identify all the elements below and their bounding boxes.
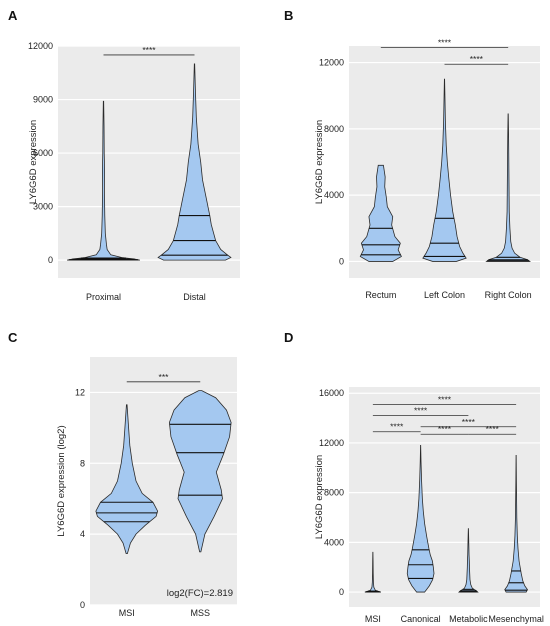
y-tick-label: 16000: [319, 388, 344, 398]
violin-left-colon: [422, 78, 467, 262]
y-tick-label: 9000: [33, 95, 53, 105]
y-tick-label: 0: [48, 255, 53, 265]
panel-C: C 0 4 8 12 LY6G6D expression (log2) MSI MSS *** l…: [8, 330, 237, 618]
x-tick-label: Distal: [183, 292, 206, 302]
significance-label: ****: [438, 424, 452, 434]
x-tick-label: Rectum: [365, 290, 396, 300]
y-axis-label: LY6G6D expression: [314, 455, 325, 539]
significance-label: ****: [142, 45, 156, 55]
x-tick-label: Proximal: [86, 292, 121, 302]
x-tick-label: Metabolic: [449, 614, 488, 624]
x-tick-label: Canonical: [401, 614, 441, 624]
significance-label: ****: [390, 422, 404, 432]
x-tick-label: MSI: [365, 614, 381, 624]
y-tick-label: 12000: [319, 438, 344, 448]
x-tick-label: Left Colon: [424, 290, 465, 300]
violin-mss: [168, 390, 232, 553]
y-tick-label: 4000: [324, 537, 344, 547]
y-tick-label: 12: [75, 387, 85, 397]
y-axis-label: LY6G6D expression: [28, 120, 39, 204]
violin-right-colon: [485, 113, 531, 262]
y-tick-label: 8000: [324, 124, 344, 134]
x-tick-label: Right Colon: [485, 290, 532, 300]
violin-rectum: [359, 164, 402, 262]
significance-label: ****: [462, 417, 476, 427]
panel-D: D 0 4000 8000 12000 16000 LY6G6D expression MSI…: [284, 330, 544, 624]
panel-A: A 0 3000 6000 9000 12000 LY6G6D expression Prox…: [8, 8, 240, 302]
y-axis-label: LY6G6D expression (log2): [56, 425, 67, 536]
y-tick-label: 12000: [28, 41, 53, 51]
panel-B: B 0 4000 8000 12000 LY6G6D expression Rectum Le…: [284, 8, 540, 300]
y-tick-label: 6000: [33, 148, 53, 158]
y-tick-label: 0: [339, 256, 344, 266]
significance-label: ****: [414, 406, 428, 416]
y-tick-label: 4: [80, 529, 85, 539]
panel-letter: B: [284, 8, 293, 23]
significance-label: ****: [438, 38, 452, 48]
significance-label: ***: [159, 372, 170, 382]
violin-canonical: [406, 445, 435, 593]
y-tick-label: 0: [80, 600, 85, 610]
panel-letter: A: [8, 8, 18, 23]
y-tick-label: 12000: [319, 58, 344, 68]
plot-background: [349, 387, 540, 607]
fold-change-annotation: log2(FC)=2.819: [167, 588, 233, 599]
violin-mesenchymal: [504, 454, 528, 593]
panel-letter: C: [8, 330, 18, 345]
violin-msi: [95, 404, 159, 555]
significance-label: ****: [438, 394, 452, 404]
violin-metabolic: [458, 528, 479, 593]
y-tick-label: 3000: [33, 202, 53, 212]
x-tick-label: MSI: [119, 608, 135, 618]
x-tick-label: Mesenchymal: [488, 614, 544, 624]
significance-label: ****: [470, 54, 484, 64]
y-axis-label: LY6G6D expression: [314, 120, 325, 204]
violin-msi: [364, 551, 382, 593]
panel-letter: D: [284, 330, 293, 345]
y-tick-label: 4000: [324, 190, 344, 200]
significance-label: ****: [486, 424, 500, 434]
y-tick-label: 0: [339, 587, 344, 597]
y-tick-label: 8000: [324, 488, 344, 498]
y-tick-label: 8: [80, 458, 85, 468]
x-tick-label: MSS: [190, 608, 210, 618]
violin-proximal: [67, 100, 140, 261]
